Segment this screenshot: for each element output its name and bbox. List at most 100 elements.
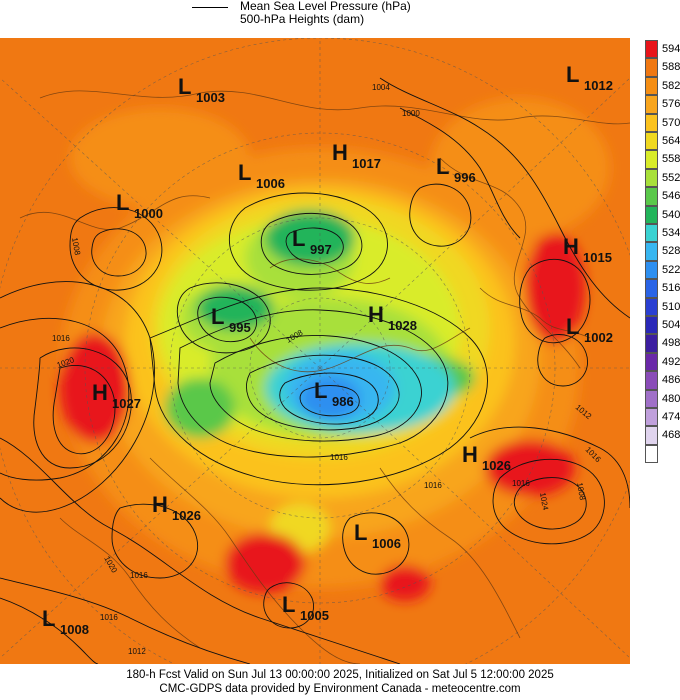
colorbar-swatch bbox=[645, 316, 658, 335]
system-value: 1026 bbox=[172, 508, 201, 523]
colorbar-level: 468 bbox=[645, 426, 680, 445]
system-value: 1017 bbox=[352, 156, 381, 171]
colorbar-swatch bbox=[645, 224, 658, 243]
colorbar-label: 468 bbox=[662, 429, 680, 442]
system-value: 996 bbox=[454, 170, 476, 185]
pressure-system: L 997 bbox=[292, 226, 332, 257]
pressure-system: L 1002 bbox=[566, 314, 613, 345]
colorbar-level: 534 bbox=[645, 224, 680, 243]
colorbar-label: 510 bbox=[662, 300, 680, 313]
colorbar-label: 564 bbox=[662, 135, 680, 147]
system-value: 1012 bbox=[584, 78, 613, 93]
colorbar-level: 582 bbox=[645, 76, 680, 96]
colorbar-swatch bbox=[645, 76, 658, 96]
system-letter: L bbox=[211, 304, 224, 329]
colorbar-label: 528 bbox=[662, 245, 680, 258]
colorbar-swatch bbox=[645, 426, 658, 445]
isobar-label: 1016 bbox=[424, 481, 442, 490]
colorbar-label: 558 bbox=[662, 153, 680, 166]
colorbar-swatch bbox=[645, 260, 658, 280]
system-letter: L bbox=[566, 62, 579, 87]
system-letter: L bbox=[354, 520, 367, 545]
weather-map-svg: 1004 1000 1008 1016 1020 1016 1016 1012 … bbox=[0, 38, 630, 664]
pressure-system: L 1012 bbox=[566, 62, 613, 93]
isobar-label: 1016 bbox=[130, 571, 148, 580]
colorbar-level: 540 bbox=[645, 205, 680, 224]
pressure-system: H 1028 bbox=[368, 302, 417, 333]
colorbar-swatch bbox=[645, 168, 658, 188]
colorbar-level: 558 bbox=[645, 150, 680, 169]
colorbar-swatch bbox=[645, 58, 658, 77]
colorbar-label: 522 bbox=[662, 263, 680, 276]
system-letter: L bbox=[436, 154, 449, 179]
colorbar-level: 504 bbox=[645, 316, 680, 335]
colorbar-label: 498 bbox=[662, 337, 680, 350]
colorbar-level: 576 bbox=[645, 95, 680, 114]
colorbar-swatch bbox=[645, 187, 658, 206]
isobar-label: 1016 bbox=[52, 334, 70, 343]
colorbar-level bbox=[645, 444, 680, 464]
system-letter: H bbox=[152, 492, 168, 517]
pressure-system: H 1017 bbox=[332, 140, 381, 171]
pressure-system: H 1015 bbox=[563, 234, 612, 265]
colorbar-level: 552 bbox=[645, 168, 680, 188]
isobar-label: 1016 bbox=[330, 453, 348, 462]
system-value: 1003 bbox=[196, 90, 225, 105]
colorbar-swatch bbox=[645, 40, 658, 59]
colorbar-swatch bbox=[645, 242, 658, 261]
colorbar-level: 588 bbox=[645, 58, 680, 77]
colorbar-level: 486 bbox=[645, 371, 680, 390]
colorbar-label: 534 bbox=[662, 227, 680, 239]
system-letter: H bbox=[332, 140, 348, 165]
colorbar-swatch bbox=[645, 408, 658, 427]
isobar-label: 1024 bbox=[538, 492, 550, 512]
colorbar-level: 510 bbox=[645, 297, 680, 316]
system-letter: L bbox=[178, 74, 191, 99]
colorbar-level: 474 bbox=[645, 408, 680, 427]
isobars bbox=[0, 77, 630, 664]
colorbar-label: 552 bbox=[662, 171, 680, 184]
system-value: 1005 bbox=[300, 608, 329, 623]
colorbar-swatch bbox=[645, 389, 658, 408]
colorbar-level: 570 bbox=[645, 113, 680, 132]
colorbar-label: 504 bbox=[662, 319, 680, 331]
colorbar-swatch bbox=[645, 371, 658, 390]
system-value: 1006 bbox=[372, 536, 401, 551]
system-value: 1027 bbox=[112, 396, 141, 411]
system-value: 986 bbox=[332, 394, 354, 409]
colorbar-level: 480 bbox=[645, 389, 680, 408]
system-letter: H bbox=[462, 442, 478, 467]
height-field-shading bbox=[60, 98, 610, 601]
system-letter: L bbox=[292, 226, 305, 251]
colorbar-swatch bbox=[645, 279, 658, 298]
footer: 180-h Fcst Valid on Sun Jul 13 00:00:00 … bbox=[0, 668, 680, 700]
system-letter: L bbox=[314, 378, 327, 403]
colorbar-label: 546 bbox=[662, 190, 680, 203]
system-letter: L bbox=[282, 592, 295, 617]
colorbar-label: 516 bbox=[662, 282, 680, 295]
forecast-valid-text: 180-h Fcst Valid on Sun Jul 13 00:00:00 … bbox=[126, 669, 554, 681]
colorbar-swatch bbox=[645, 113, 658, 132]
colorbar-label: 540 bbox=[662, 208, 680, 221]
isobar-label: 1012 bbox=[128, 647, 146, 656]
pressure-system: L 996 bbox=[436, 154, 476, 185]
colorbar-legend: 594 588 582 576 570 564 558 552 546 540 534 528 522 5… bbox=[645, 38, 680, 664]
pressure-system: H 1026 bbox=[152, 492, 201, 523]
system-letter: L bbox=[238, 160, 251, 185]
pressure-system: L 1006 bbox=[354, 520, 401, 551]
pressure-systems: L 1003 L 1012 H 1017 L 996 L 1006 L 1000 L 997 … bbox=[42, 62, 613, 637]
system-letter: H bbox=[368, 302, 384, 327]
pressure-system: L 1005 bbox=[282, 592, 329, 623]
pressure-system: L 1003 bbox=[178, 74, 225, 105]
colorbar-swatch bbox=[645, 150, 658, 169]
isobar-label: 1004 bbox=[372, 83, 390, 92]
system-value: 1000 bbox=[134, 206, 163, 221]
colorbar-label: 570 bbox=[662, 116, 680, 129]
colorbar-label: 576 bbox=[662, 98, 680, 111]
isobar-label: 1000 bbox=[402, 109, 420, 118]
legend-text: Mean Sea Level Pressure (hPa) 500-hPa He… bbox=[240, 0, 411, 26]
isobar-line-legend-swatch bbox=[192, 7, 228, 8]
colorbar-label: 486 bbox=[662, 374, 680, 387]
system-letter: H bbox=[92, 380, 108, 405]
system-value: 1006 bbox=[256, 176, 285, 191]
